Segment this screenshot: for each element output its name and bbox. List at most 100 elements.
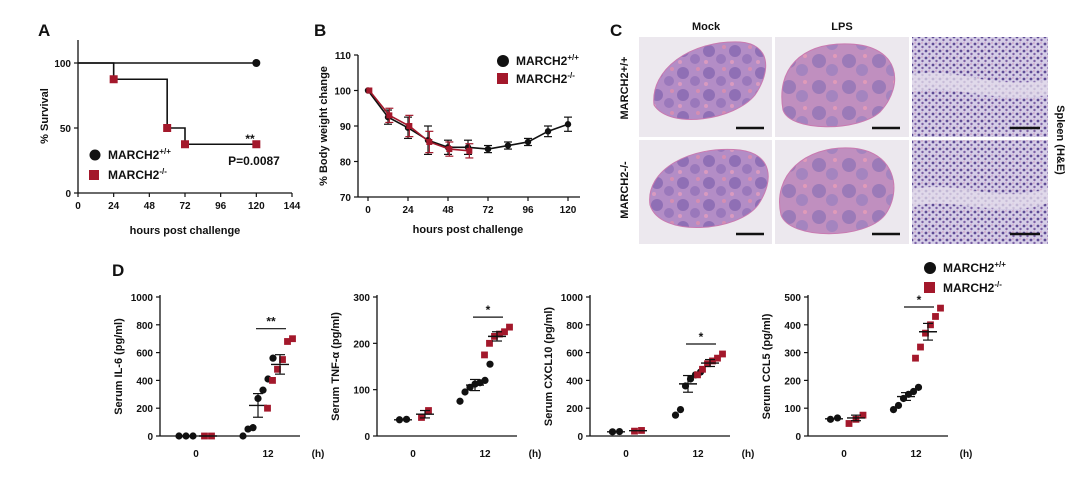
serum-point-ko (937, 304, 944, 312)
serum-point-ko (481, 351, 488, 359)
survival-point-ko (109, 75, 118, 84)
weight-x-tick-label: 0 (365, 205, 371, 216)
serum-y-label: Serum TNF-α (pg/ml) (330, 312, 342, 421)
survival-point-ko (252, 140, 261, 149)
serum-x-tick-label: 12 (692, 449, 704, 460)
survival-x-tick-label: 0 (75, 201, 81, 212)
histology-lps-ko (775, 140, 909, 244)
serum-point-wt (461, 388, 469, 396)
serum-point-wt (249, 424, 257, 432)
serum-y-tick-label: 800 (136, 321, 153, 332)
legend-d-wt-prefix: MARCH2 (943, 261, 995, 275)
serum-x-tick-label: 0 (623, 449, 629, 460)
serum-unit-label: (h) (312, 449, 325, 460)
serum-y-tick-label: 1000 (131, 293, 154, 304)
serum-point-ko (912, 354, 919, 362)
serum-y-tick-label: 0 (577, 432, 583, 443)
serum-point-wt (239, 432, 247, 440)
histology-side-label: Spleen (H&E) (1054, 105, 1066, 175)
serum-x-tick-label: 0 (841, 449, 847, 460)
serum-point-ko (506, 323, 513, 331)
serum-point-ko (922, 329, 929, 337)
survival-x-tick-label: 24 (108, 201, 120, 212)
serum-point-ko (486, 339, 493, 347)
body-weight-chart: 0 24 48 72 96 120 70 80 90 100 110 hours post chal… (318, 51, 580, 236)
survival-point-ko (181, 140, 189, 149)
weight-y-tick-label: 80 (340, 158, 352, 169)
serum-y-tick-label: 600 (566, 349, 583, 360)
legend-b-ko-sup: -/- (567, 71, 575, 80)
histology-lps-wt (775, 37, 909, 137)
serum-y-tick-label: 200 (566, 404, 583, 415)
serum-x-tick-label: 12 (479, 449, 491, 460)
weight-x-tick-label: 24 (402, 205, 414, 216)
serum-y-tick-label: 0 (364, 432, 370, 443)
legend-b-wt: MARCH2+/+ (516, 53, 579, 68)
weight-point-ko (426, 138, 433, 145)
survival-x-tick-label: 144 (284, 201, 301, 212)
serum-y-label: Serum CXCL10 (pg/ml) (543, 307, 555, 427)
serum-point-wt (269, 354, 277, 362)
serum-point-wt (914, 383, 923, 391)
serum-y-tick-label: 100 (784, 404, 801, 415)
weight-y-tick-label: 90 (340, 122, 352, 133)
weight-point-ko (386, 112, 393, 119)
serum-point-wt (456, 397, 464, 405)
serum-chart-3: 0 200 400 600 800 1000 0 12 (h) Serum CXCL10 (pg/… (543, 293, 754, 460)
serum-point-ko (699, 365, 706, 373)
serum-x-tick-label: 0 (193, 449, 199, 460)
serum-point-ko (714, 354, 721, 362)
serum-point-ko (284, 338, 291, 345)
weight-point-wt (484, 145, 492, 153)
serum-y-tick-label: 0 (795, 432, 801, 443)
legend-b-ko-marker (497, 73, 508, 84)
serum-y-tick-label: 400 (136, 376, 153, 387)
weight-x-tick-label: 96 (522, 205, 534, 216)
histology-panel: Mock LPS MARCH2+/+ MARCH2-/- Spleen (H&E… (619, 21, 1066, 244)
serum-chart-1: 0 200 400 600 800 1000 0 12 (h) Serum IL-6 (pg/ml… (113, 293, 324, 460)
survival-chart: 0 24 48 72 96 120 144 0 50 100 ** P=0.0087 hours … (39, 40, 301, 237)
survival-point-ko (163, 124, 172, 132)
serum-point-ko (709, 357, 716, 365)
weight-line-ko (368, 89, 470, 152)
serum-point-ko (289, 335, 296, 343)
serum-unit-label: (h) (742, 449, 755, 460)
serum-point-wt (676, 405, 685, 414)
histology-mock-wt (639, 37, 772, 137)
serum-y-tick-label: 200 (353, 339, 370, 350)
serum-point-ko (927, 321, 934, 329)
serum-point-ko (932, 313, 939, 320)
legend-d-wt-sup: +/+ (994, 260, 1006, 269)
serum-y-tick-label: 800 (566, 321, 583, 332)
weight-x-tick-label: 72 (482, 205, 494, 216)
serum-y-tick-label: 1000 (561, 293, 584, 304)
serum-y-label: Serum IL-6 (pg/ml) (113, 318, 125, 415)
legend-a-ko: MARCH2-/- (108, 167, 167, 182)
serum-y-tick-label: 300 (784, 349, 801, 360)
serum-point-ko (264, 404, 271, 412)
weight-point-ko (446, 146, 453, 153)
serum-point-wt (481, 376, 489, 384)
serum-y-tick-label: 300 (353, 293, 370, 304)
serum-point-wt (889, 405, 898, 414)
survival-y-tick-label: 0 (65, 189, 71, 200)
survival-x-tick-label: 48 (144, 201, 156, 212)
survival-x-tick-label: 72 (179, 201, 191, 212)
serum-unit-label: (h) (529, 449, 542, 460)
panel-label-d: D (112, 261, 124, 280)
serum-y-tick-label: 500 (784, 293, 801, 304)
histology-col-lps: LPS (831, 21, 852, 33)
legend-a-ko-marker (89, 170, 99, 180)
serum-point-ko (859, 411, 867, 419)
legend-d-wt-marker (924, 262, 936, 274)
serum-point-wt (686, 375, 695, 383)
histology-row-ko: MARCH2-/- (619, 161, 631, 219)
weight-point-ko (466, 147, 473, 154)
legend-b-wt-sup: +/+ (567, 53, 579, 62)
weight-point-ko (406, 123, 413, 129)
legend-d-ko-sup: -/- (994, 280, 1002, 289)
weight-y-tick-label: 70 (340, 193, 352, 204)
serum-x-tick-label: 0 (410, 449, 416, 460)
legend-a-wt-prefix: MARCH2 (108, 148, 160, 162)
serum-y-tick-label: 200 (136, 404, 153, 415)
